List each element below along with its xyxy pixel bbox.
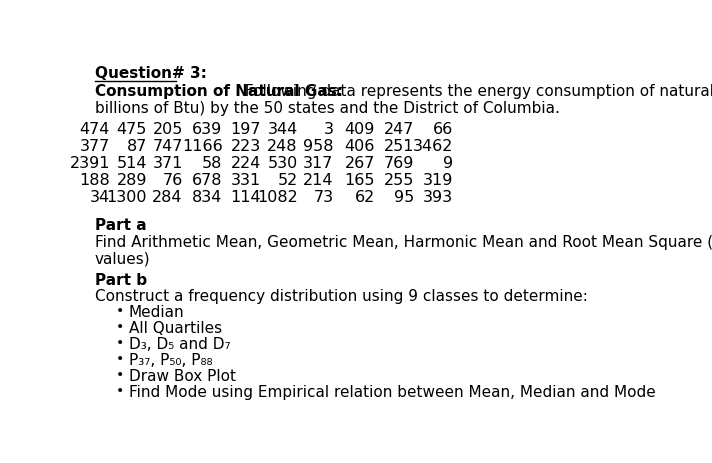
Text: 409: 409 bbox=[345, 122, 375, 137]
Text: 530: 530 bbox=[267, 156, 298, 171]
Text: 224: 224 bbox=[231, 156, 261, 171]
Text: 251: 251 bbox=[384, 139, 414, 154]
Text: 52: 52 bbox=[278, 173, 298, 188]
Text: Draw Box Plot: Draw Box Plot bbox=[129, 369, 236, 384]
Text: 205: 205 bbox=[152, 122, 183, 137]
Text: 377: 377 bbox=[80, 139, 110, 154]
Text: 769: 769 bbox=[384, 156, 414, 171]
Text: D₃, D₅ and D₇: D₃, D₅ and D₇ bbox=[129, 337, 231, 352]
Text: 73: 73 bbox=[313, 190, 333, 206]
Text: 114: 114 bbox=[231, 190, 261, 206]
Text: 66: 66 bbox=[433, 122, 454, 137]
Text: 1300: 1300 bbox=[106, 190, 147, 206]
Text: 188: 188 bbox=[79, 173, 110, 188]
Text: 3: 3 bbox=[323, 122, 333, 137]
Text: 1166: 1166 bbox=[182, 139, 223, 154]
Text: All Quartiles: All Quartiles bbox=[129, 321, 222, 336]
Text: Construct a frequency distribution using 9 classes to determine:: Construct a frequency distribution using… bbox=[95, 289, 587, 304]
Text: •: • bbox=[115, 336, 124, 350]
Text: 197: 197 bbox=[231, 122, 261, 137]
Text: 255: 255 bbox=[384, 173, 414, 188]
Text: 2391: 2391 bbox=[70, 156, 110, 171]
Text: •: • bbox=[115, 320, 124, 334]
Text: 76: 76 bbox=[162, 173, 183, 188]
Text: Question# 3:: Question# 3: bbox=[95, 66, 206, 81]
Text: 834: 834 bbox=[192, 190, 223, 206]
Text: 317: 317 bbox=[303, 156, 333, 171]
Text: 247: 247 bbox=[384, 122, 414, 137]
Text: 58: 58 bbox=[202, 156, 223, 171]
Text: 747: 747 bbox=[152, 139, 183, 154]
Text: •: • bbox=[115, 304, 124, 318]
Text: 87: 87 bbox=[127, 139, 147, 154]
Text: Find Mode using Empirical relation between Mean, Median and Mode: Find Mode using Empirical relation betwe… bbox=[129, 385, 656, 400]
Text: Find Arithmetic Mean, Geometric Mean, Harmonic Mean and Root Mean Square (using : Find Arithmetic Mean, Geometric Mean, Ha… bbox=[95, 235, 712, 250]
Text: •: • bbox=[115, 368, 124, 382]
Text: 1082: 1082 bbox=[257, 190, 298, 206]
Text: 248: 248 bbox=[267, 139, 298, 154]
Text: 289: 289 bbox=[117, 173, 147, 188]
Text: 475: 475 bbox=[117, 122, 147, 137]
Text: 267: 267 bbox=[345, 156, 375, 171]
Text: 344: 344 bbox=[267, 122, 298, 137]
Text: 331: 331 bbox=[231, 173, 261, 188]
Text: 34: 34 bbox=[90, 190, 110, 206]
Text: 214: 214 bbox=[303, 173, 333, 188]
Text: 284: 284 bbox=[152, 190, 183, 206]
Text: 393: 393 bbox=[423, 190, 454, 206]
Text: 62: 62 bbox=[355, 190, 375, 206]
Text: 95: 95 bbox=[394, 190, 414, 206]
Text: Consumption of Natural Gas:: Consumption of Natural Gas: bbox=[95, 84, 342, 99]
Text: 9: 9 bbox=[443, 156, 454, 171]
Text: 958: 958 bbox=[303, 139, 333, 154]
Text: 678: 678 bbox=[192, 173, 223, 188]
Text: values): values) bbox=[95, 251, 150, 266]
Text: 3462: 3462 bbox=[413, 139, 454, 154]
Text: Median: Median bbox=[129, 305, 184, 320]
Text: 514: 514 bbox=[117, 156, 147, 171]
Text: 639: 639 bbox=[192, 122, 223, 137]
Text: Following data represents the energy consumption of natural gas (in: Following data represents the energy con… bbox=[240, 84, 712, 99]
Text: P₃₇, P₅₀, P₈₈: P₃₇, P₅₀, P₈₈ bbox=[129, 353, 212, 368]
Text: 223: 223 bbox=[231, 139, 261, 154]
Text: 165: 165 bbox=[345, 173, 375, 188]
Text: 406: 406 bbox=[345, 139, 375, 154]
Text: Part a: Part a bbox=[95, 218, 146, 233]
Text: •: • bbox=[115, 352, 124, 366]
Text: •: • bbox=[115, 384, 124, 398]
Text: 474: 474 bbox=[80, 122, 110, 137]
Text: 319: 319 bbox=[423, 173, 454, 188]
Text: billions of Btu) by the 50 states and the District of Columbia.: billions of Btu) by the 50 states and th… bbox=[95, 100, 560, 116]
Text: Part b: Part b bbox=[95, 273, 147, 288]
Text: 371: 371 bbox=[152, 156, 183, 171]
